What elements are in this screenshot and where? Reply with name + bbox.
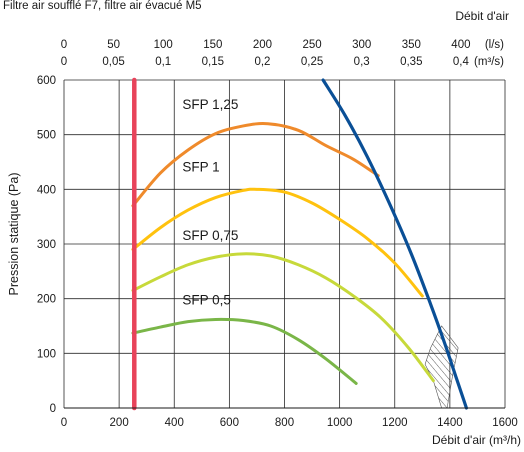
x-tick-label: 1600: [492, 417, 518, 429]
top-tick-label-ls: 150: [203, 39, 222, 51]
top-tick-label-m3s: 0,4: [453, 56, 470, 68]
top-tick-label-ls: 250: [302, 39, 321, 51]
x-tick-label: 0: [61, 417, 67, 429]
series-label: SFP 0,5: [182, 293, 231, 308]
series-lines: [131, 77, 469, 411]
top-tick-label-ls: 50: [107, 39, 120, 51]
chart-caption: Filtre air soufflé F7, filtre air évacué…: [3, 0, 202, 12]
top-tick-label-ls: 300: [352, 39, 371, 51]
x-tick-label: 600: [220, 417, 239, 429]
x-tick-label: 400: [165, 417, 184, 429]
y-axis-title: Pression statique (Pa): [7, 173, 21, 296]
hatched-region: [424, 325, 459, 409]
y-tick-label: 200: [37, 294, 56, 306]
top-tick-label-ls: 350: [402, 39, 421, 51]
series-line: [131, 187, 424, 298]
y-tick-label: 500: [37, 130, 56, 142]
x-tick-label: 800: [275, 417, 294, 429]
y-tick-label: 300: [37, 239, 56, 251]
labels: 0 200 400 600 800 1000 1200 1400 160001002003004…: [7, 9, 521, 447]
series-line: [131, 252, 435, 383]
top-tick-label-ls: 200: [253, 39, 272, 51]
top-tick-label-m3s: 0,25: [301, 56, 323, 68]
series-line: [321, 78, 469, 410]
x-tick-label: 200: [110, 417, 129, 429]
y-tick-label: 100: [37, 348, 56, 360]
top-tick-label-m3s: 0,35: [400, 56, 422, 68]
top-tick-label-ls: 0: [61, 39, 67, 51]
top-tick-label-m3s: 0,05: [102, 56, 124, 68]
x-tick-label: 1200: [382, 417, 408, 429]
top-axis-title: Débit d'air: [455, 9, 509, 23]
top-tick-label-m3s: 0: [61, 56, 67, 68]
x-tick-label: 1400: [437, 417, 463, 429]
y-tick-label: 0: [50, 403, 56, 415]
series-line: [131, 317, 358, 385]
hatched-area: [424, 325, 459, 409]
y-tick-label: 400: [37, 184, 56, 196]
top-tick-label-ls: 400: [451, 39, 470, 51]
top-tick-label-m3s: 0,15: [202, 56, 224, 68]
series-line: [131, 122, 380, 208]
x-axis-title: Débit d'air (m³/h): [432, 433, 521, 447]
series-label: SFP 1: [182, 160, 219, 175]
y-tick-label: 600: [37, 75, 56, 87]
top-tick-label-m3s: 0,1: [155, 56, 171, 68]
top-unit-m3s: (m³/s): [474, 56, 504, 68]
top-tick-label-m3s: 0,3: [354, 56, 370, 68]
top-unit-ls: (l/s): [485, 39, 504, 51]
top-tick-label-m3s: 0,2: [254, 56, 270, 68]
series-label: SFP 0,75: [182, 228, 238, 243]
top-tick-label-ls: 100: [154, 39, 173, 51]
series-label: SFP 1,25: [182, 97, 238, 112]
x-tick-label: 1000: [327, 417, 353, 429]
